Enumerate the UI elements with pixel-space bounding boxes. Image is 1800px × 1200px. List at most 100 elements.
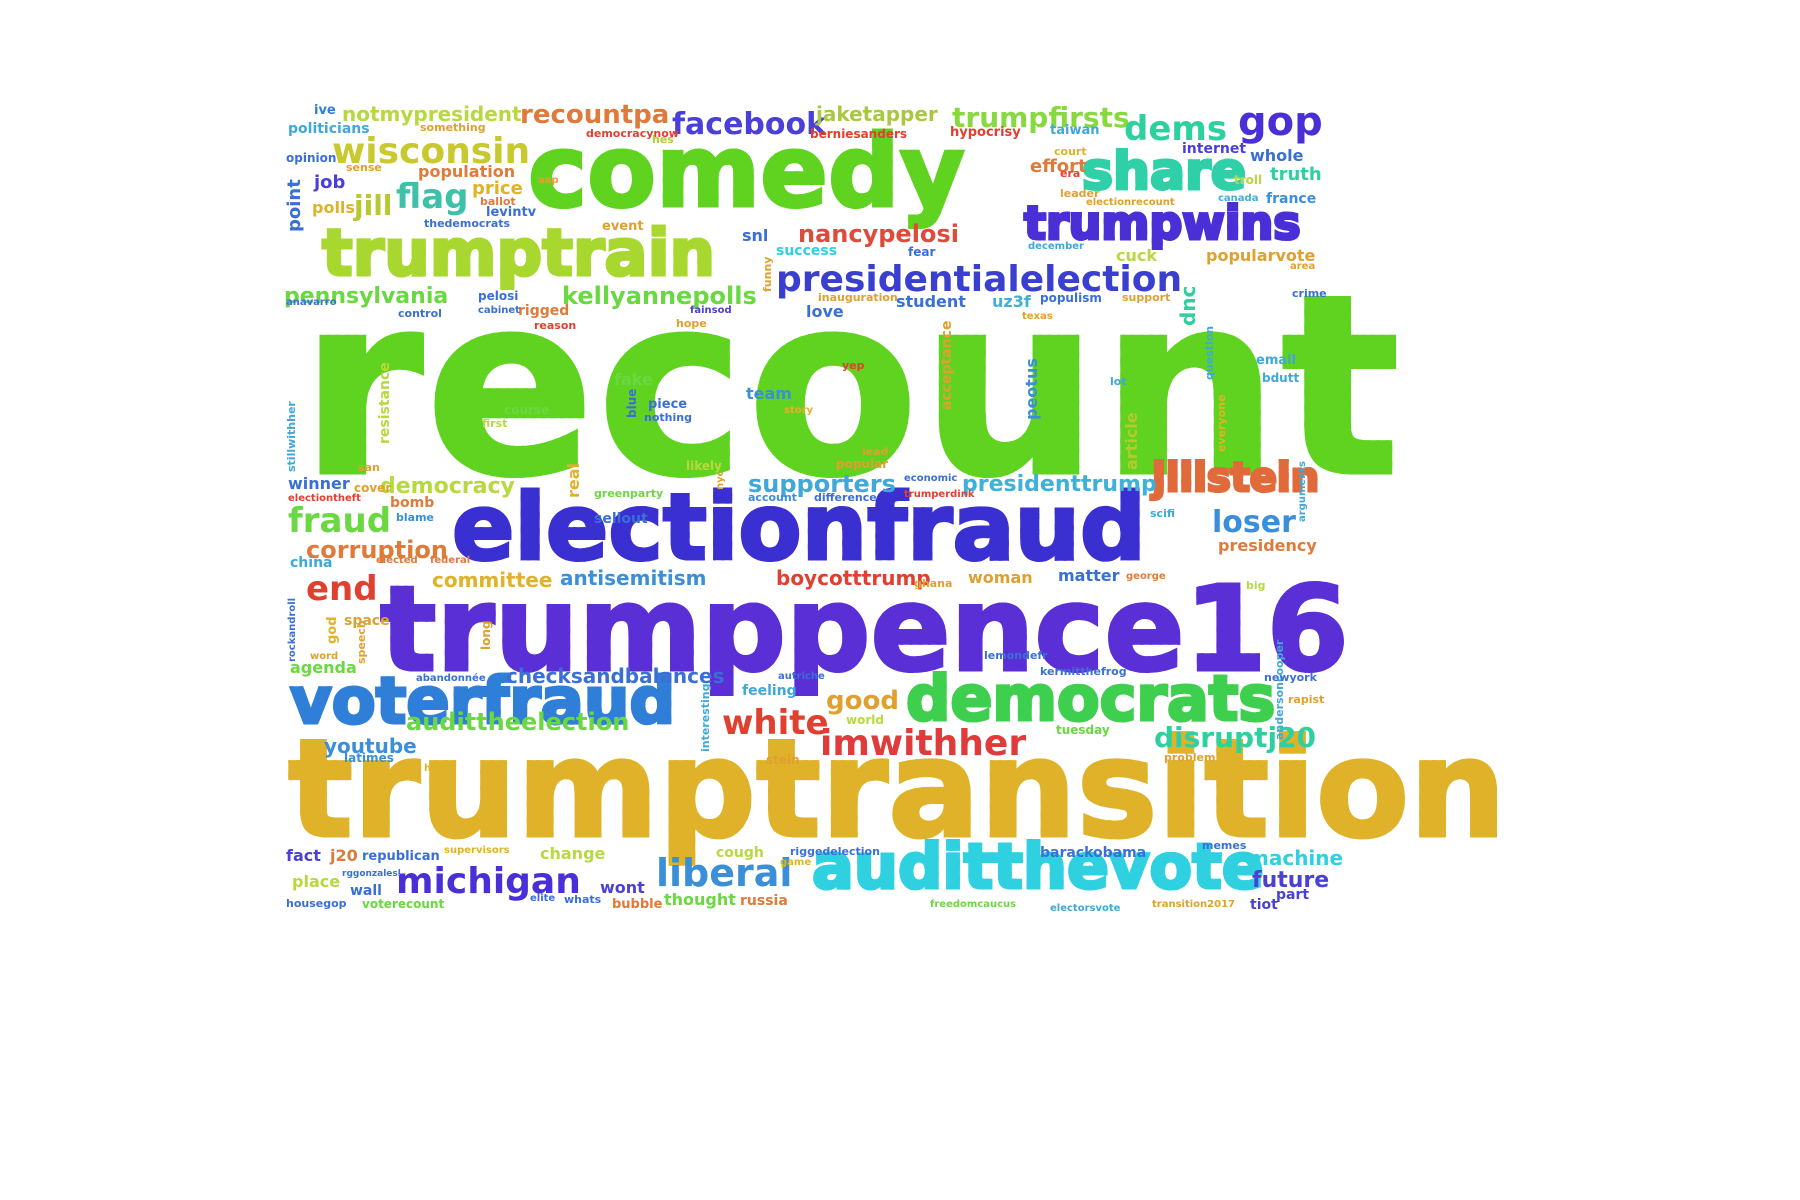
small-word: acceptance (939, 320, 955, 410)
word-imwithher: imwithher (820, 723, 1027, 764)
small-word: crime (1292, 287, 1327, 300)
small-word: everyone (1215, 394, 1228, 452)
small-word: population (418, 162, 516, 181)
small-word: troll (1234, 173, 1263, 187)
small-word: feeling (742, 683, 797, 699)
small-word: control (398, 307, 442, 320)
small-word: lead (862, 445, 889, 458)
word-democracy: democracy (380, 474, 515, 499)
small-word: team (746, 384, 792, 403)
small-word: ballot (480, 195, 516, 208)
small-word: problem (1164, 751, 1216, 764)
small-word: russia (740, 893, 788, 909)
small-word: san (358, 461, 380, 474)
small-word: thedemocrats (424, 217, 511, 230)
small-word: housegop (286, 897, 347, 910)
small-word: truth (1270, 164, 1322, 185)
small-word: fake (614, 370, 653, 389)
small-word: electiontheft (288, 493, 361, 504)
small-word: resistance (377, 362, 393, 444)
word-trumppence16: trumppence16 (379, 560, 1351, 698)
small-word: economic (904, 473, 958, 484)
word-white: white (722, 703, 829, 743)
small-word: ghana (914, 577, 953, 590)
small-word: popularvote (1206, 246, 1316, 265)
word-nancypelosi: nancypelosi (798, 220, 959, 248)
small-word: snl (742, 226, 769, 245)
small-word: change (540, 844, 606, 863)
small-word: area (1290, 261, 1316, 272)
small-word: rggonzalesl (342, 869, 401, 879)
word-checksandbalances: checksandbalances (506, 664, 725, 688)
word-dems: dems (1124, 109, 1228, 149)
small-word: rockandroll (287, 597, 298, 662)
small-word: electorsvote (1050, 903, 1121, 914)
word-trumpfirsts: trumpfirsts (952, 101, 1130, 134)
word-pennsylvania: pennsylvania (284, 284, 449, 309)
small-word: politicians (288, 121, 370, 137)
small-word: support (1122, 291, 1171, 304)
word-michigan: michigan (396, 861, 581, 902)
small-word: yep (842, 359, 865, 372)
small-word: polls (312, 198, 355, 217)
small-word: andersoncooper (1273, 639, 1286, 740)
small-word: greenparty (594, 487, 664, 500)
word-boycotttrump: boycotttrump (776, 566, 931, 590)
small-word: real (564, 462, 583, 498)
small-word: fear (908, 245, 936, 259)
small-word: question (1203, 325, 1216, 380)
word-jill: jill (354, 189, 393, 222)
small-word: bomb (390, 495, 435, 511)
small-word: rapist (1288, 693, 1325, 706)
small-word: piece (648, 397, 688, 412)
small-word: inauguration (818, 291, 898, 304)
word-electionfraud: electionfraud (451, 474, 1148, 581)
small-word: stillwithher (285, 401, 298, 472)
small-word: popular (836, 457, 889, 471)
word-youtube: youtube (324, 734, 417, 758)
small-word: stein (766, 753, 800, 767)
word-voterfraud: voterfraud (288, 665, 676, 739)
word-end: end (306, 569, 378, 609)
small-word: cabinet (478, 305, 520, 316)
small-word: course (504, 403, 550, 417)
small-word: december (1028, 241, 1084, 252)
small-word: god (325, 616, 340, 644)
small-word: latimes (344, 751, 394, 765)
small-word: bubble (612, 897, 663, 912)
small-word: whats (564, 893, 602, 906)
small-word: nyc (715, 470, 726, 490)
small-word: tuesday (1056, 723, 1110, 737)
small-word: price (472, 178, 523, 199)
small-word: student (896, 292, 966, 311)
word-jillstein: jillstein (1150, 455, 1320, 501)
small-word: hope (676, 317, 707, 330)
small-word: canada (1218, 193, 1259, 204)
small-word: j20 (330, 846, 358, 865)
small-word: point (284, 179, 305, 232)
small-word: texas (1022, 311, 1053, 322)
small-word: account (748, 491, 797, 504)
small-word: aap (538, 175, 559, 186)
small-word: george (1126, 571, 1166, 582)
small-word: woman (968, 568, 1033, 587)
small-word: effort (1030, 156, 1087, 177)
small-word: anavarro (286, 297, 337, 308)
small-word: whole (1250, 146, 1304, 165)
word-gop: gop (1238, 99, 1323, 145)
small-word: supervisors (444, 845, 510, 856)
small-word: lot (1110, 375, 1127, 388)
small-word: france (1266, 191, 1317, 207)
small-word: tiot (1250, 897, 1278, 913)
word-auditthevote: auditthevote (811, 830, 1266, 903)
small-word: scifi (1150, 507, 1175, 520)
word-trumpwins: trumpwins (1023, 196, 1303, 250)
small-word: interesting (699, 683, 712, 753)
word-democrats: democrats (904, 662, 1276, 735)
small-word: leader (1060, 187, 1100, 200)
word-fraud: fraud (288, 501, 392, 541)
small-word: china (290, 555, 333, 571)
small-word: success (776, 243, 838, 259)
word-committee: committee (432, 568, 553, 592)
small-word: peotus (1022, 358, 1041, 420)
